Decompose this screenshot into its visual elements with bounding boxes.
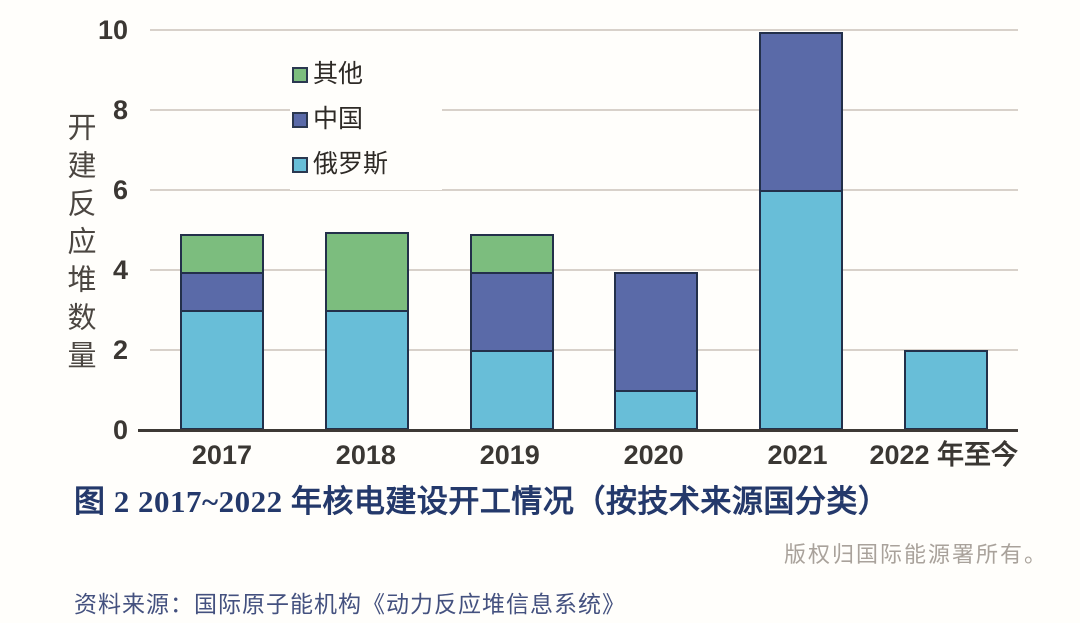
gridline-10 (150, 29, 1018, 31)
bar-segment-俄罗斯 (469, 350, 554, 430)
x-axis-line (138, 429, 1018, 432)
x-tick-label-2021: 2021 (767, 440, 828, 470)
gridline-8 (150, 109, 1018, 111)
y-axis-tick-labels: 0 2 4 6 8 10 (84, 15, 128, 445)
bar-slot-2017 (150, 30, 295, 430)
x-tick-label-2018: 2018 (335, 440, 396, 470)
x-tick-label-2019: 2019 (479, 440, 540, 470)
source-note: 资料来源：国际原子能机构《动力反应堆信息系统》 (74, 592, 626, 617)
bar-segment-俄罗斯 (325, 310, 409, 430)
legend-swatch-icon (292, 67, 308, 83)
bar-2022 年至今 (903, 350, 988, 430)
legend-label: 俄罗斯 (313, 151, 389, 178)
bar-slot-2020 (584, 30, 729, 430)
bar-segment-其他 (180, 234, 265, 274)
y-tick-label-0: 0 (112, 415, 128, 445)
bar-segment-中国 (180, 272, 265, 312)
gridline-2 (150, 349, 1018, 351)
bar-segment-俄罗斯 (759, 190, 844, 430)
legend-item-中国: 中国 (292, 105, 442, 135)
y-tick-label-4: 4 (112, 255, 128, 285)
bar-segment-俄罗斯 (614, 390, 699, 430)
bar-slot-2019 (439, 30, 584, 430)
bar-slot-2021 (729, 30, 874, 430)
bar-segment-其他 (325, 232, 409, 312)
legend-swatch-icon (292, 157, 308, 173)
bar-2018 (325, 232, 409, 430)
y-tick-label-10: 10 (97, 15, 128, 45)
bar-segment-中国 (759, 32, 844, 192)
bars (150, 30, 1018, 430)
gridline-4 (150, 269, 1018, 271)
bar-2021 (759, 32, 844, 430)
figure-title: 图 2 2017~2022 年核电建设开工情况（按技术来源国分类） (74, 484, 890, 519)
bar-slot-2022 年至今 (873, 30, 1018, 430)
x-tick-label-2020: 2020 (623, 440, 684, 470)
bar-segment-俄罗斯 (180, 310, 265, 430)
bar-2017 (180, 234, 265, 430)
bar-2019 (469, 234, 554, 430)
legend: 其他 中国 俄罗斯 (290, 58, 442, 190)
legend-label: 中国 (313, 106, 364, 133)
x-axis-tick-labels: 2017 2018 2019 2020 2021 2022 年至今 (150, 440, 1018, 470)
bar-2020 (614, 272, 699, 430)
y-tick-label-8: 8 (112, 95, 128, 125)
x-tick-label-2017: 2017 (191, 440, 252, 470)
bar-segment-其他 (469, 234, 554, 274)
legend-label: 其他 (313, 61, 364, 88)
legend-item-俄罗斯: 俄罗斯 (292, 150, 442, 180)
bar-segment-中国 (614, 272, 699, 392)
legend-swatch-icon (292, 112, 308, 128)
bar-segment-中国 (469, 272, 554, 352)
y-axis-title: 开建反应堆数量 (63, 112, 95, 378)
plot-area: 0 2 4 6 8 10 其他中国俄罗斯 (98, 15, 1018, 445)
x-tick-label-2022 年至今: 2022 年至今 (869, 440, 1019, 470)
gridline-6 (150, 189, 1018, 191)
y-tick-label-2: 2 (112, 335, 128, 365)
copyright-notice: 版权归国际能源署所有。 (783, 542, 1048, 567)
bar-segment-俄罗斯 (903, 350, 988, 430)
y-tick-label-6: 6 (112, 175, 128, 205)
legend-item-其他: 其他 (292, 60, 442, 90)
